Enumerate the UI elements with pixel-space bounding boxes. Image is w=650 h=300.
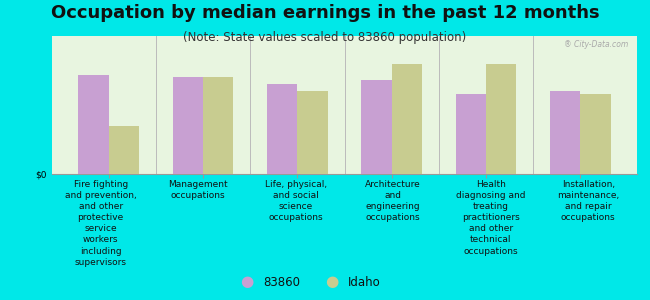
Bar — [79, 75, 109, 174]
Text: Occupation by median earnings in the past 12 months: Occupation by median earnings in the pas… — [51, 4, 599, 22]
Bar — [109, 126, 139, 174]
Bar — [456, 94, 486, 174]
Bar — [550, 91, 580, 174]
Text: Life, physical,
and social
science
occupations: Life, physical, and social science occup… — [265, 180, 327, 222]
Text: Architecture
and
engineering
occupations: Architecture and engineering occupations — [365, 180, 421, 222]
Text: ●: ● — [240, 274, 254, 290]
Text: Installation,
maintenance,
and repair
occupations: Installation, maintenance, and repair oc… — [557, 180, 619, 222]
Text: Fire fighting
and prevention,
and other
protective
service
workers
including
sup: Fire fighting and prevention, and other … — [65, 180, 136, 267]
Bar — [361, 80, 392, 174]
Text: (Note: State values scaled to 83860 population): (Note: State values scaled to 83860 popu… — [183, 32, 467, 44]
Bar — [173, 77, 203, 174]
Text: Management
occupations: Management occupations — [168, 180, 228, 200]
Bar — [580, 94, 610, 174]
Bar — [297, 91, 328, 174]
Text: ® City-Data.com: ® City-Data.com — [564, 40, 628, 49]
Bar — [486, 64, 516, 174]
Bar — [203, 77, 233, 174]
Text: ●: ● — [325, 274, 338, 290]
Bar — [267, 84, 297, 174]
Text: Idaho: Idaho — [348, 275, 380, 289]
Bar — [392, 64, 422, 174]
Text: 83860: 83860 — [263, 275, 300, 289]
Text: Health
diagnosing and
treating
practitioners
and other
technical
occupations: Health diagnosing and treating practitio… — [456, 180, 525, 256]
